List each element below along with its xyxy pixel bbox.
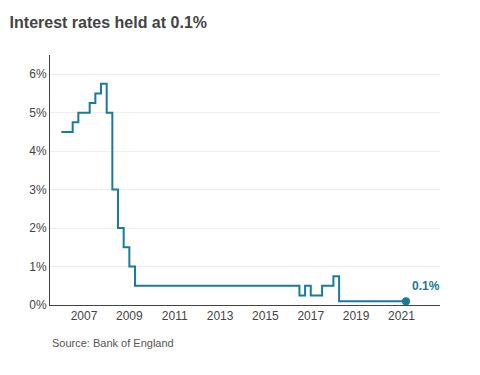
svg-text:2017: 2017 <box>297 309 324 323</box>
svg-text:2021: 2021 <box>388 309 415 323</box>
svg-text:0%: 0% <box>29 298 47 312</box>
svg-text:2019: 2019 <box>343 309 370 323</box>
svg-text:6%: 6% <box>29 67 47 81</box>
svg-text:3%: 3% <box>29 183 47 197</box>
svg-text:2009: 2009 <box>116 309 143 323</box>
svg-text:4%: 4% <box>29 144 47 158</box>
svg-text:2015: 2015 <box>252 309 279 323</box>
svg-text:2007: 2007 <box>71 309 98 323</box>
svg-text:Source: Bank of England: Source: Bank of England <box>52 337 174 349</box>
svg-text:2%: 2% <box>29 221 47 235</box>
svg-text:2011: 2011 <box>162 309 188 323</box>
svg-text:1%: 1% <box>29 260 47 274</box>
svg-text:Interest rates held at 0.1%: Interest rates held at 0.1% <box>10 14 207 31</box>
svg-text:2013: 2013 <box>207 309 234 323</box>
svg-text:0.1%: 0.1% <box>412 279 440 293</box>
svg-text:5%: 5% <box>29 106 47 120</box>
